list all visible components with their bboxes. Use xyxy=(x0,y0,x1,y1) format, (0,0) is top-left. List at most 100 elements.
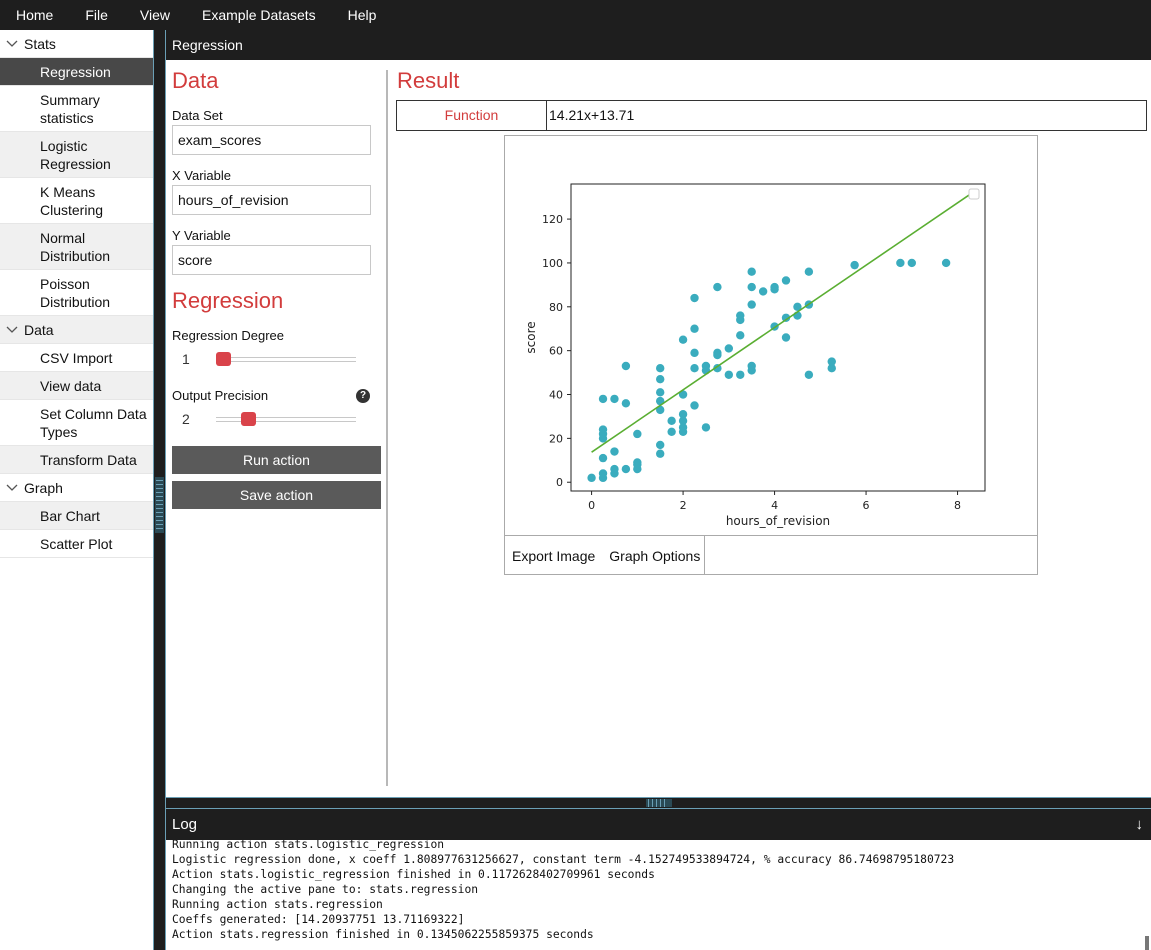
log-output: Running action stats.logistic_regression… xyxy=(166,840,1151,950)
dataset-label: Data Set xyxy=(172,108,223,123)
menu-home[interactable]: Home xyxy=(16,7,54,23)
x-tick-label: 2 xyxy=(680,499,687,512)
log-line: Logistic regression done, x coeff 1.8089… xyxy=(172,853,955,866)
save-action-button[interactable]: Save action xyxy=(172,481,381,509)
help-icon[interactable]: ? xyxy=(356,389,370,403)
scatter-point xyxy=(598,394,608,404)
regression-degree-slider[interactable] xyxy=(216,352,356,366)
scatter-point xyxy=(690,293,699,303)
scatter-point xyxy=(804,370,814,379)
sidebar-item-k-means-clustering[interactable]: K Means Clustering xyxy=(0,178,153,224)
y-variable-input[interactable] xyxy=(172,245,371,275)
sidebar-item-scatter-plot[interactable]: Scatter Plot xyxy=(0,530,153,558)
scatter-point xyxy=(678,416,688,426)
menu-view[interactable]: View xyxy=(139,7,171,23)
function-label: Function xyxy=(397,101,547,130)
scatter-point xyxy=(667,416,676,426)
splitter-grip-icon[interactable] xyxy=(646,799,672,807)
log-scrollbar[interactable] xyxy=(1145,936,1149,950)
sidebar-group-graph[interactable]: Graph xyxy=(0,474,153,502)
chevron-down-icon xyxy=(0,484,24,492)
chevron-down-icon xyxy=(0,40,24,48)
legend-box xyxy=(968,188,980,200)
sidebar-group-data[interactable]: Data xyxy=(0,316,153,344)
x-tick-label: 0 xyxy=(588,499,595,512)
output-precision-label: Output Precision xyxy=(172,388,269,403)
sidebar-item-logistic-regression[interactable]: Logistic Regression xyxy=(0,132,153,178)
scatter-point xyxy=(713,364,722,373)
sidebar: Stats Regression Summary statistics Logi… xyxy=(0,30,153,950)
plot-toolbar-buttons: Export Image Graph Options xyxy=(505,536,705,575)
scatter-point xyxy=(656,364,665,373)
sidebar-item-set-column-data-types[interactable]: Set Column Data Types xyxy=(0,400,153,446)
y-tick-label: 40 xyxy=(549,389,563,402)
scatter-point xyxy=(690,324,699,333)
menu-file[interactable]: File xyxy=(85,7,108,23)
log-splitter[interactable] xyxy=(166,797,1151,809)
scatter-point xyxy=(781,313,791,322)
scatter-point xyxy=(827,357,836,366)
scatter-point xyxy=(678,335,688,344)
collapse-arrow-icon[interactable]: ↓ xyxy=(1135,816,1144,833)
scatter-point xyxy=(621,399,631,408)
scatter-point xyxy=(747,267,756,276)
scatter-point xyxy=(941,258,951,268)
sidebar-group-label: Graph xyxy=(24,479,63,496)
scatter-chart: 0 2 4 6 8020406080100120hours_of_revisionsco… xyxy=(524,183,986,528)
x-tick-label: 8 xyxy=(954,499,961,512)
scatter-point xyxy=(907,258,917,268)
pane-title: Regression xyxy=(166,30,1151,60)
sidebar-item-transform-data[interactable]: Transform Data xyxy=(0,446,153,474)
scatter-point xyxy=(633,429,642,439)
sidebar-item-normal-distribution[interactable]: Normal Distribution xyxy=(0,224,153,270)
menu-help[interactable]: Help xyxy=(347,7,377,23)
slider-thumb[interactable] xyxy=(216,352,231,366)
scatter-point xyxy=(678,390,688,399)
scatter-point xyxy=(598,453,608,463)
y-tick-label: 100 xyxy=(542,257,563,270)
scatter-point xyxy=(736,331,745,340)
sidebar-item-bar-chart[interactable]: Bar Chart xyxy=(0,502,153,530)
x-tick-label: 6 xyxy=(863,499,870,512)
regression-section-title: Regression xyxy=(172,288,284,313)
scatter-point xyxy=(610,394,619,404)
export-image-button[interactable]: Export Image xyxy=(512,547,596,564)
scatter-point xyxy=(781,333,791,342)
y-tick-label: 80 xyxy=(549,301,563,314)
sidebar-item-poisson-distribution[interactable]: Poisson Distribution xyxy=(0,270,153,316)
sidebar-item-csv-import[interactable]: CSV Import xyxy=(0,344,153,372)
sidebar-splitter[interactable] xyxy=(153,30,166,950)
log-header: Log ↓ xyxy=(166,809,1151,840)
sidebar-group-stats[interactable]: Stats xyxy=(0,30,153,58)
log-line: Running action stats.logistic_regression xyxy=(172,840,445,851)
x-variable-input[interactable] xyxy=(172,185,371,215)
y-tick-label: 0 xyxy=(556,476,563,489)
scatter-point xyxy=(678,423,688,432)
splitter-grip-icon[interactable] xyxy=(155,477,164,533)
output-precision-slider[interactable] xyxy=(216,412,356,426)
run-action-button[interactable]: Run action xyxy=(172,446,381,474)
dataset-input[interactable] xyxy=(172,125,371,155)
scatter-point xyxy=(736,311,745,320)
menu-bar: Home File View Example Datasets Help xyxy=(0,0,1151,30)
y-tick-label: 60 xyxy=(549,345,563,358)
data-section-title: Data xyxy=(172,68,219,93)
menu-example-datasets[interactable]: Example Datasets xyxy=(202,7,316,23)
graph-options-button[interactable]: Graph Options xyxy=(609,547,701,564)
slider-thumb[interactable] xyxy=(241,412,256,426)
options-panel: Data Data Set X Variable Y Variable Regr… xyxy=(166,60,386,786)
sidebar-item-summary-statistics[interactable]: Summary statistics xyxy=(0,86,153,132)
log-line: Action stats.regression finished in 0.13… xyxy=(172,928,594,941)
sidebar-item-view-data[interactable]: View data xyxy=(0,372,153,400)
sidebar-item-regression[interactable]: Regression xyxy=(0,58,153,86)
scatter-point xyxy=(701,423,711,432)
scatter-point xyxy=(656,388,665,397)
y-tick-label: 120 xyxy=(542,213,563,226)
scatter-point xyxy=(724,370,734,379)
scatter-point xyxy=(667,427,676,436)
scatter-point xyxy=(610,464,619,474)
scatter-point xyxy=(690,401,699,410)
scatter-point xyxy=(678,410,688,419)
result-section-title: Result xyxy=(397,68,460,93)
scatter-point xyxy=(770,282,779,292)
